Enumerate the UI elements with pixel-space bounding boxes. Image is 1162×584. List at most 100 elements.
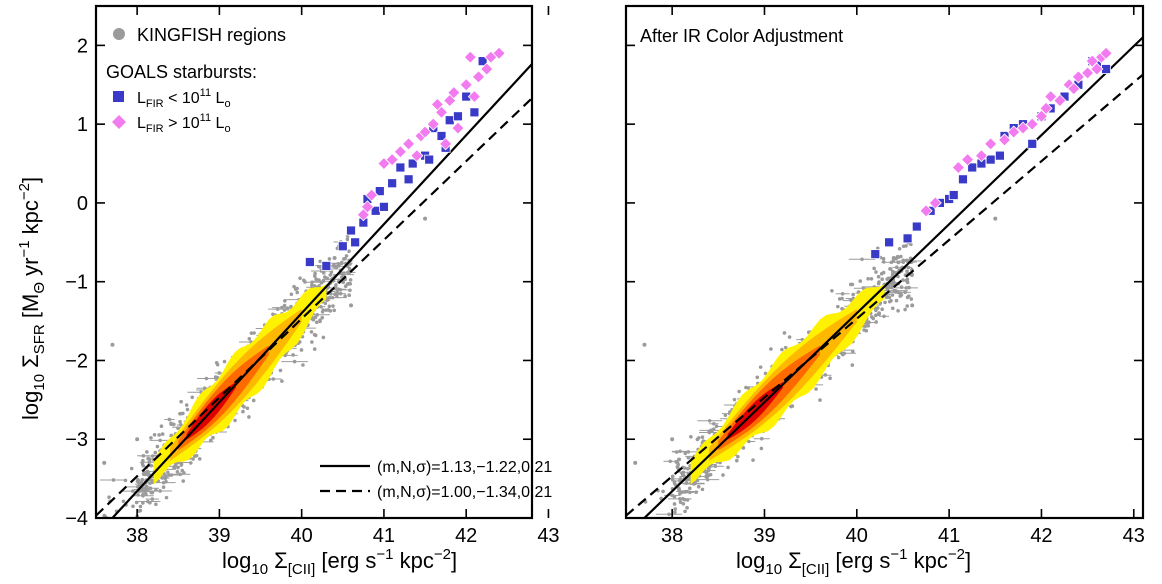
kingfish-point: [342, 271, 346, 275]
kingfish-point: [154, 502, 158, 507]
kingfish-point: [836, 304, 840, 309]
kingfish-point: [755, 375, 760, 380]
kingfish-point: [860, 257, 864, 262]
kingfish-point: [178, 472, 182, 477]
kingfish-point: [890, 272, 895, 277]
goals-low-point: [374, 186, 385, 197]
kingfish-point: [858, 279, 863, 283]
goals-high-point: [451, 121, 465, 135]
kingfish-point: [867, 320, 871, 324]
kingfish-point: [149, 436, 153, 440]
kingfish-point: [904, 286, 909, 290]
goals-high-point: [385, 153, 399, 167]
kingfish-point: [160, 476, 165, 480]
kingfish-point: [160, 432, 165, 436]
goals-high-point: [426, 117, 440, 131]
kingfish-point: [678, 500, 683, 504]
kingfish-point: [327, 304, 332, 309]
kingfish-point: [316, 264, 321, 269]
kingfish-point: [179, 399, 183, 404]
right-x-axis-label: log10 Σ[CII] [erg s−1 kpc−2]: [736, 546, 971, 578]
kingfish-point: [204, 376, 209, 381]
y-tick-label: 0: [77, 193, 88, 215]
fit-legend-dashed-label: (m,N,σ)=1.00,−1.34,0.21: [377, 484, 552, 501]
goals-low-point: [350, 237, 361, 248]
kingfish-point: [787, 335, 792, 339]
goals-high-point: [467, 90, 481, 104]
kingfish-point: [330, 295, 335, 300]
kingfish-point: [208, 438, 213, 443]
kingfish-point: [823, 373, 828, 377]
kingfish-point: [326, 308, 331, 312]
kingfish-point: [732, 397, 737, 402]
kingfish-point: [759, 446, 764, 451]
kingfish-point: [172, 422, 176, 427]
y-tick-label: −2: [65, 350, 88, 372]
kingfish-point: [338, 291, 343, 296]
kingfish-point: [850, 282, 855, 287]
kingfish-point: [318, 259, 322, 264]
kingfish-point: [737, 389, 741, 394]
goals-high-point: [463, 50, 477, 64]
kingfish-point: [726, 465, 730, 470]
goals-high-point: [1016, 121, 1030, 135]
kingfish-point: [714, 424, 719, 429]
goals-high-point: [402, 137, 416, 151]
goals-high-point: [360, 200, 375, 214]
kingfish-point: [107, 495, 111, 499]
kingfish-point: [233, 418, 237, 423]
kingfish-point: [882, 314, 886, 319]
kingfish-point: [283, 299, 287, 303]
goals-low-point: [304, 257, 315, 267]
kingfish-point: [175, 470, 180, 474]
kingfish-point: [158, 438, 162, 443]
kingfish-point: [298, 276, 302, 281]
goals-low-point: [337, 241, 348, 252]
x-tick-label: 42: [455, 525, 477, 547]
goals-low-point: [444, 115, 455, 126]
kingfish-point: [102, 513, 107, 518]
kingfish-point: [901, 278, 905, 282]
kingfish-point: [153, 450, 158, 455]
kingfish-point: [150, 478, 155, 483]
kingfish-point: [683, 451, 688, 456]
kingfish-point: [150, 454, 155, 458]
kingfish-point: [678, 497, 682, 501]
kingfish-point: [135, 437, 140, 442]
kingfish-point: [321, 308, 326, 312]
kingfish-point: [890, 282, 894, 287]
kingfish-point: [135, 485, 140, 489]
kingfish-point: [814, 387, 818, 391]
kingfish-point: [217, 371, 222, 375]
kingfish-point: [696, 484, 701, 489]
kingfish-point: [887, 295, 892, 300]
kingfish-point: [152, 432, 157, 437]
goals-low-point: [387, 178, 398, 189]
right-panel: 38 39 40 41 42 43 After IR Color Adjustment: [624, 4, 1145, 547]
goals-high-point: [393, 145, 407, 159]
kingfish-point: [123, 478, 128, 483]
kingfish-point: [654, 525, 658, 529]
kingfish-point: [873, 313, 878, 318]
kingfish-point: [783, 345, 788, 350]
right-axes-frame: [624, 4, 1145, 520]
goals-low-point: [436, 131, 447, 141]
kingfish-point: [688, 486, 692, 491]
kingfish-point: [828, 376, 832, 380]
left-plot-area: [96, 46, 532, 518]
kingfish-point: [310, 316, 315, 321]
kingfish-point: [723, 413, 728, 418]
kingfish-point: [144, 471, 148, 476]
kingfish-point: [129, 466, 134, 471]
kingfish-point: [689, 435, 693, 439]
goals-low-point: [403, 174, 414, 185]
kingfish-point: [893, 290, 898, 294]
kingfish-point: [673, 510, 677, 515]
y-tick-label: 1: [77, 114, 88, 136]
goals-low-point: [379, 201, 389, 212]
legend-low-label: LFIR < 1011 Lo: [137, 87, 231, 110]
kingfish-point: [336, 287, 341, 292]
kingfish-point: [323, 301, 328, 306]
legend-high-marker: [112, 115, 126, 129]
